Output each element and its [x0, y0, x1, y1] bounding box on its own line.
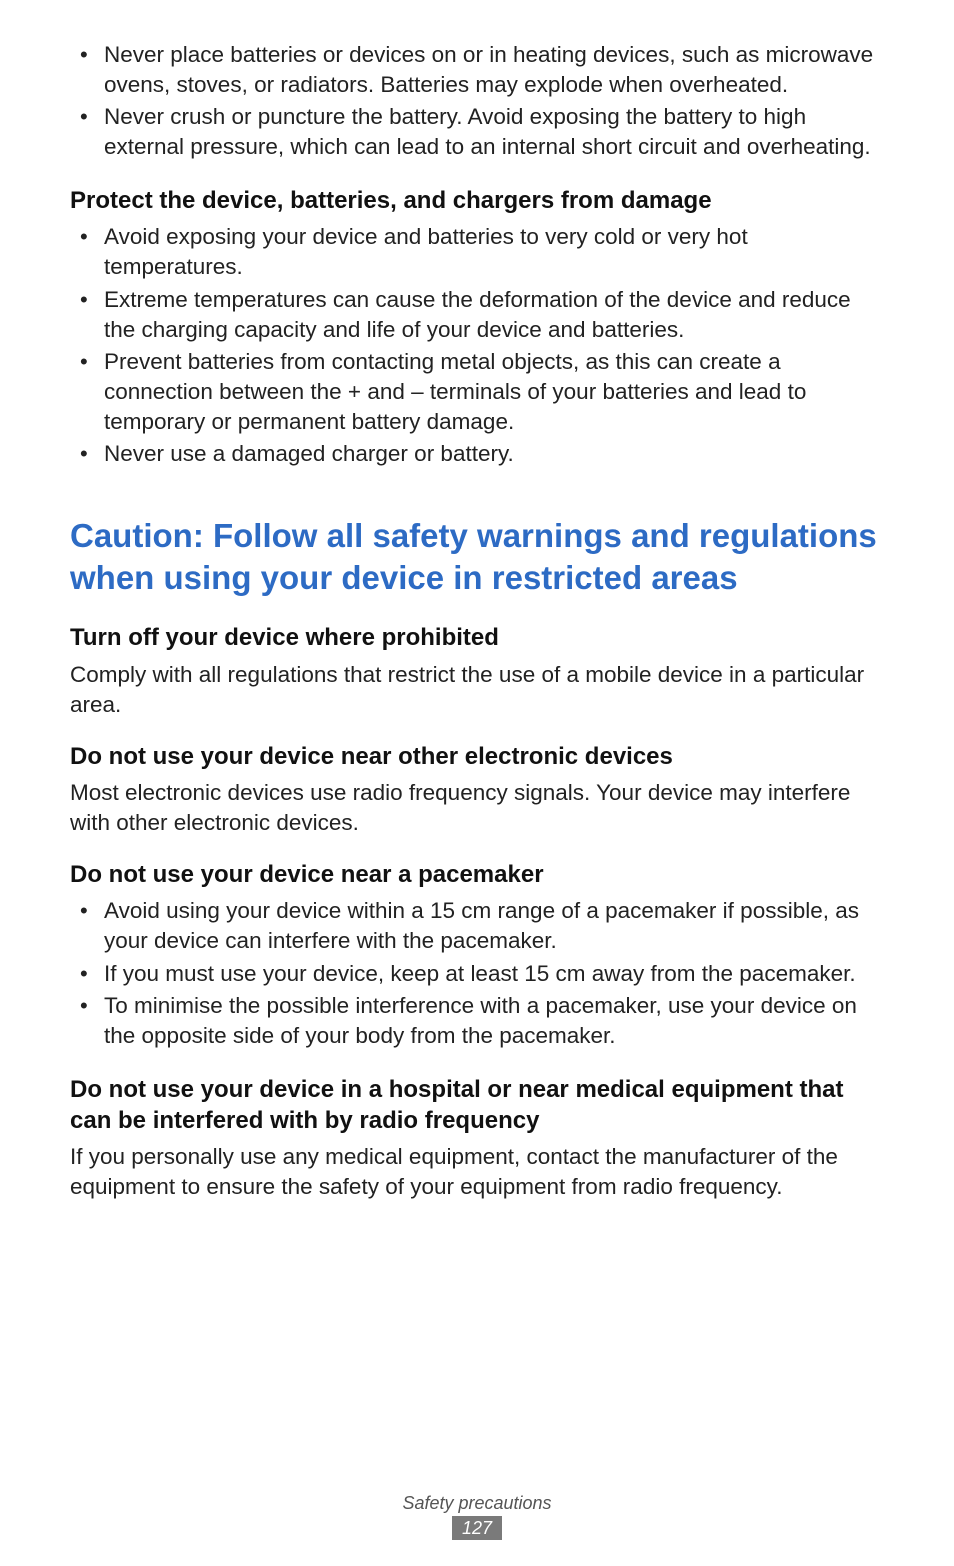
page: Never place batteries or devices on or i…	[0, 0, 954, 1566]
footer-label: Safety precautions	[0, 1493, 954, 1514]
list-item: Extreme temperatures can cause the defor…	[70, 285, 884, 344]
subheading-pacemaker: Do not use your device near a pacemaker	[70, 860, 884, 891]
list-item: Never use a damaged charger or battery.	[70, 439, 884, 469]
page-number: 127	[452, 1516, 502, 1540]
body-text: If you personally use any medical equipm…	[70, 1142, 884, 1201]
list-item: To minimise the possible interference wi…	[70, 991, 884, 1050]
list-item: Prevent batteries from contacting metal …	[70, 347, 884, 436]
section-heading-protect: Protect the device, batteries, and charg…	[70, 186, 884, 217]
body-text: Most electronic devices use radio freque…	[70, 778, 884, 837]
list-item: If you must use your device, keep at lea…	[70, 959, 884, 989]
list-item: Avoid using your device within a 15 cm r…	[70, 896, 884, 955]
subheading-hospital: Do not use your device in a hospital or …	[70, 1075, 884, 1136]
page-footer: Safety precautions 127	[0, 1493, 954, 1540]
body-text: Comply with all regulations that restric…	[70, 660, 884, 719]
subheading-electronic: Do not use your device near other electr…	[70, 742, 884, 773]
list-item: Never crush or puncture the battery. Avo…	[70, 102, 884, 161]
pacemaker-bullet-list: Avoid using your device within a 15 cm r…	[70, 896, 884, 1050]
caution-heading: Caution: Follow all safety warnings and …	[70, 515, 884, 599]
intro-bullet-list: Never place batteries or devices on or i…	[70, 40, 884, 162]
list-item: Never place batteries or devices on or i…	[70, 40, 884, 99]
protect-bullet-list: Avoid exposing your device and batteries…	[70, 222, 884, 469]
list-item: Avoid exposing your device and batteries…	[70, 222, 884, 281]
subheading-turn-off: Turn off your device where prohibited	[70, 623, 884, 654]
